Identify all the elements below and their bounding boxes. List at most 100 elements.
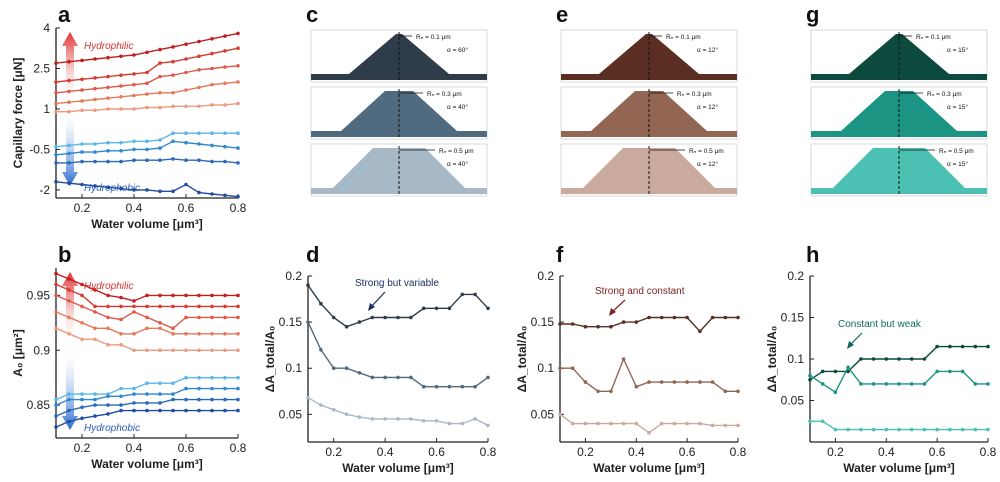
data-point — [171, 131, 175, 135]
shape-panel-c-1: Rₙ = 0.1 μm α = 60° — [310, 29, 488, 83]
data-point — [145, 158, 149, 162]
data-point — [223, 159, 227, 164]
plot-a: 4 2.5 1 -0.5 -2 0.2 0.4 0.6 0.8 Water volume [μm³… — [11, 21, 247, 231]
series-brown-light — [558, 412, 740, 435]
data-point — [106, 85, 110, 90]
data-point — [106, 185, 110, 189]
data-point — [698, 421, 702, 426]
y-tick-label: 0.1 — [537, 361, 554, 375]
data-point — [80, 321, 84, 325]
data-point — [223, 397, 227, 402]
data-point — [171, 397, 175, 402]
data-point — [67, 109, 71, 114]
annotation-h-text: Constant but weak — [838, 319, 922, 330]
data-point — [210, 397, 214, 402]
data-point — [383, 417, 387, 421]
data-point — [93, 97, 97, 102]
data-point — [93, 159, 97, 164]
radius-label: Rₙ = 0.5 μm — [689, 148, 724, 155]
data-point — [210, 304, 214, 309]
y-tick-label: 0.9 — [33, 343, 50, 357]
data-point — [659, 315, 664, 320]
data-point — [184, 104, 188, 109]
data-point — [54, 414, 58, 418]
hydrophobic-label-a: Hydrophobic — [84, 183, 140, 194]
data-point — [119, 295, 123, 300]
data-point — [132, 299, 136, 303]
data-point — [145, 381, 149, 386]
data-point — [583, 380, 588, 384]
data-point — [460, 384, 465, 389]
y-tick-label: 0.85 — [27, 398, 51, 412]
data-point — [67, 392, 71, 396]
data-point — [106, 403, 110, 407]
y-tick-label: 0.2 — [537, 269, 554, 283]
x-axis-label: Water volume [μm³] — [91, 217, 203, 231]
data-point — [223, 144, 227, 149]
data-point — [106, 412, 110, 416]
data-point — [106, 326, 110, 331]
data-point — [383, 315, 387, 320]
data-point — [119, 95, 123, 99]
data-point — [647, 380, 651, 384]
series-slate-mid — [306, 320, 490, 389]
x-axis-label: Water volume [μm³] — [593, 461, 705, 475]
annotation-d-arrow — [370, 291, 386, 308]
data-point — [460, 421, 465, 426]
data-point — [486, 423, 490, 428]
data-point — [197, 85, 201, 90]
data-point — [67, 277, 71, 281]
series-red5 — [54, 326, 240, 353]
data-point — [106, 304, 110, 309]
series-blue1 — [54, 375, 240, 402]
data-point — [409, 417, 413, 421]
data-point — [609, 421, 613, 426]
data-point — [808, 373, 812, 378]
data-point — [67, 397, 71, 402]
x-tick-label: 0.6 — [178, 441, 195, 455]
data-point — [960, 427, 965, 432]
data-point — [421, 306, 426, 311]
data-point — [558, 322, 562, 326]
data-point — [93, 57, 97, 61]
data-point — [236, 80, 240, 84]
data-point — [184, 375, 188, 380]
data-point — [119, 140, 123, 145]
data-point — [236, 304, 240, 309]
data-point — [583, 324, 588, 329]
data-point — [119, 403, 123, 407]
data-point — [158, 138, 162, 142]
data-point — [197, 68, 201, 72]
data-point — [197, 54, 201, 59]
y-axis-label: Capillary force [μN] — [11, 58, 25, 169]
data-point — [434, 419, 439, 423]
data-point — [236, 397, 240, 402]
data-point — [106, 107, 110, 111]
data-point — [93, 337, 97, 342]
x-axis-label: Water volume [μm³] — [843, 461, 955, 475]
data-point — [319, 403, 323, 407]
data-point — [132, 401, 136, 405]
data-point — [184, 293, 188, 298]
data-point — [54, 425, 58, 429]
data-point — [859, 357, 863, 361]
shape-column-g: Rₙ = 0.1 μmα = 15°Rₙ = 0.3 μmα = 15°Rₙ =… — [810, 29, 988, 197]
data-point — [473, 417, 477, 421]
data-point — [897, 427, 901, 432]
data-point — [54, 326, 58, 331]
data-point — [473, 384, 477, 389]
data-point — [158, 146, 162, 150]
shape-panel-g-2: Rₙ = 0.3 μm α = 15° — [810, 86, 988, 140]
data-point — [80, 108, 84, 113]
data-point — [223, 386, 227, 391]
data-point — [54, 153, 58, 157]
data-point — [158, 381, 162, 386]
data-point — [647, 431, 651, 435]
data-point — [54, 80, 58, 84]
data-point — [145, 326, 149, 331]
x-tick-label: 0.8 — [480, 445, 497, 459]
panel-letter-g: g — [806, 2, 819, 27]
shape-panel-e-2: Rₙ = 0.3 μm α = 12° — [560, 86, 738, 140]
data-point — [223, 81, 227, 86]
data-point — [132, 310, 136, 314]
